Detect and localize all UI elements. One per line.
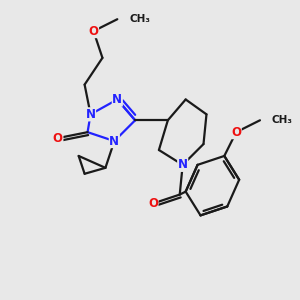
Text: CH₃: CH₃ xyxy=(272,115,293,125)
Text: O: O xyxy=(88,25,98,38)
Text: N: N xyxy=(109,135,119,148)
Text: CH₃: CH₃ xyxy=(129,14,150,24)
Text: N: N xyxy=(178,158,188,171)
Text: N: N xyxy=(112,93,122,106)
Text: O: O xyxy=(148,197,158,210)
Text: O: O xyxy=(53,132,63,145)
Text: O: O xyxy=(231,126,241,139)
Text: N: N xyxy=(85,108,96,121)
